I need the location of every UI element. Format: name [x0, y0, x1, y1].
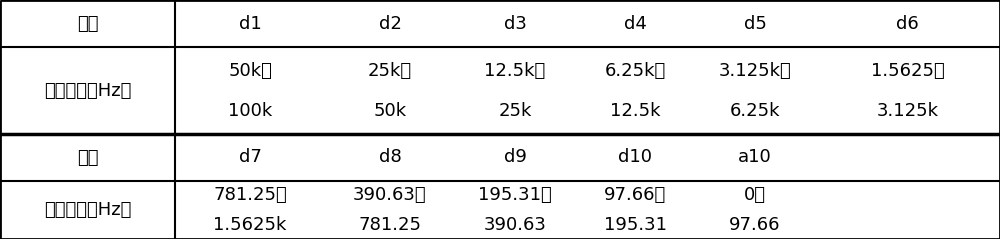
Text: 频带范围（Hz）: 频带范围（Hz） — [44, 201, 131, 219]
Text: 6.25k: 6.25k — [730, 102, 780, 120]
Text: 390.63: 390.63 — [484, 216, 546, 234]
Text: 1.5625k: 1.5625k — [213, 216, 287, 234]
Text: 尺度: 尺度 — [77, 148, 98, 167]
Text: a10: a10 — [738, 148, 772, 167]
Text: 12.5k: 12.5k — [610, 102, 660, 120]
Text: 0～: 0～ — [744, 186, 766, 204]
Text: 频带范围（Hz）: 频带范围（Hz） — [44, 81, 131, 99]
Text: 6.25k～: 6.25k～ — [604, 61, 666, 80]
Text: d8: d8 — [379, 148, 401, 167]
Text: d10: d10 — [618, 148, 652, 167]
Text: d2: d2 — [379, 15, 401, 33]
Text: 781.25: 781.25 — [358, 216, 422, 234]
Text: 1.5625～: 1.5625～ — [871, 61, 944, 80]
Text: 195.31～: 195.31～ — [478, 186, 552, 204]
Text: 3.125k: 3.125k — [876, 102, 938, 120]
Text: 12.5k～: 12.5k～ — [484, 61, 546, 80]
Text: d3: d3 — [504, 15, 526, 33]
Text: 97.66: 97.66 — [729, 216, 781, 234]
Text: d1: d1 — [239, 15, 261, 33]
Text: d4: d4 — [624, 15, 646, 33]
Text: 25k～: 25k～ — [368, 61, 412, 80]
Text: d6: d6 — [896, 15, 919, 33]
Text: d7: d7 — [239, 148, 261, 167]
Text: 50k: 50k — [373, 102, 407, 120]
Text: d9: d9 — [504, 148, 526, 167]
Text: 100k: 100k — [228, 102, 272, 120]
Text: 195.31: 195.31 — [604, 216, 666, 234]
Text: 781.25～: 781.25～ — [213, 186, 287, 204]
Text: 25k: 25k — [498, 102, 532, 120]
Text: d5: d5 — [744, 15, 766, 33]
Text: 97.66～: 97.66～ — [604, 186, 666, 204]
Text: 3.125k～: 3.125k～ — [719, 61, 791, 80]
Text: 50k～: 50k～ — [228, 61, 272, 80]
Text: 尺度: 尺度 — [77, 15, 98, 33]
Text: 390.63～: 390.63～ — [353, 186, 427, 204]
